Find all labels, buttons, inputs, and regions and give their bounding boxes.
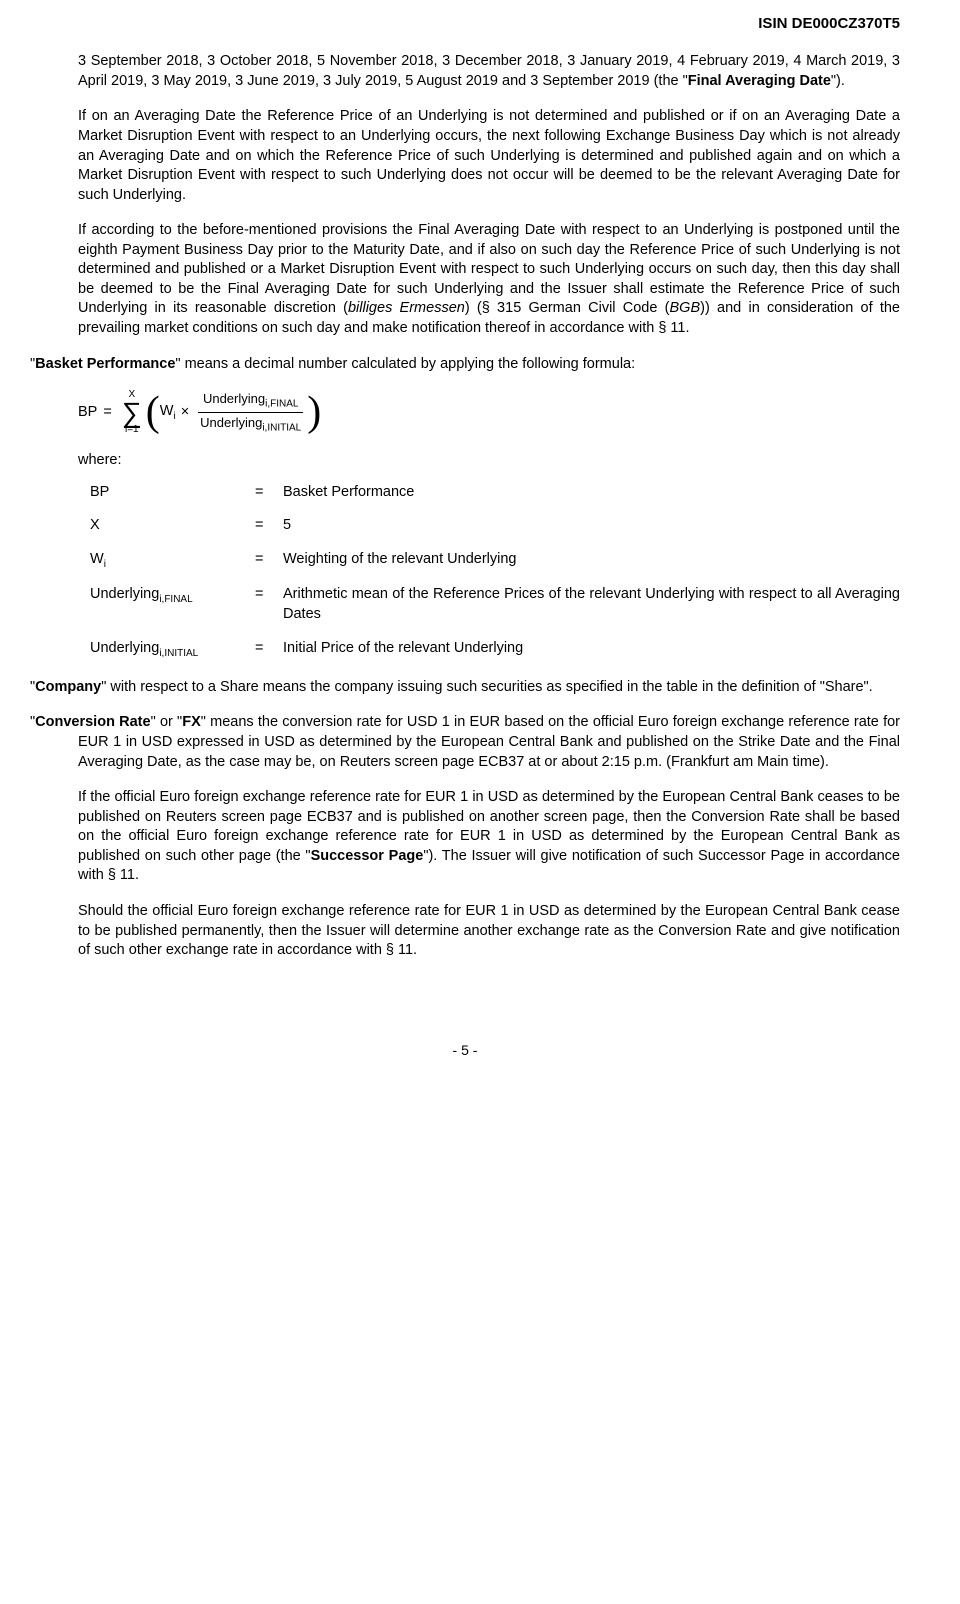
paragraph-basket-performance-intro: "Basket Performance" means a decimal num…	[30, 355, 900, 375]
definitions-table: BP=Basket PerformanceX=5Wi=Weighting of …	[90, 483, 900, 660]
definition-row: BP=Basket Performance	[90, 483, 900, 503]
paragraph-successor-page: If the official Euro foreign exchange re…	[78, 788, 900, 886]
definition-term: BP	[90, 483, 255, 503]
definition-description: Weighting of the relevant Underlying	[283, 550, 900, 571]
definition-description: 5	[283, 516, 900, 536]
definition-equals: =	[255, 585, 283, 624]
text: " means the conversion rate for USD 1 in…	[78, 714, 900, 769]
definition-equals: =	[255, 483, 283, 503]
sigma: X ∑ i=1	[122, 390, 142, 435]
definition-row: Wi=Weighting of the relevant Underlying	[90, 550, 900, 571]
sigma-lower: i=1	[125, 425, 139, 435]
formula-lhs: BP	[78, 403, 97, 423]
text: " with respect to a Share means the comp…	[101, 679, 872, 695]
paragraph-postponement: If according to the before-mentioned pro…	[78, 221, 900, 338]
definition-description: Initial Price of the relevant Underlying	[283, 639, 900, 660]
sigma-symbol: ∑	[122, 400, 142, 425]
definition-term: Wi	[90, 550, 255, 571]
fraction-denominator: Underlyingi,INITIAL	[198, 414, 303, 435]
paragraph-permanent-cease: Should the official Euro foreign exchang…	[78, 902, 900, 961]
paragraph-averaging-date-rule: If on an Averaging Date the Reference Pr…	[78, 107, 900, 205]
fraction: Underlyingi,FINAL Underlyingi,INITIAL	[198, 390, 303, 435]
italic-billiges: billiges Ermessen	[348, 300, 465, 316]
page-number: - 5 -	[30, 1041, 900, 1060]
term-conversion-rate: Conversion Rate	[35, 714, 150, 730]
weight-var: Wi	[160, 402, 176, 423]
definition-equals: =	[255, 550, 283, 571]
definition-term: Underlyingi,FINAL	[90, 585, 255, 624]
term-basket-performance: Basket Performance	[35, 356, 175, 372]
text: W	[160, 403, 174, 419]
paragraph-conversion-rate: "Conversion Rate" or "FX" means the conv…	[30, 713, 900, 772]
paragraph-final-averaging-date: 3 September 2018, 3 October 2018, 5 Nove…	[78, 52, 900, 91]
definition-description: Arithmetic mean of the Reference Prices …	[283, 585, 900, 624]
definition-term: Underlyingi,INITIAL	[90, 639, 255, 660]
text: " means a decimal number calculated by a…	[175, 356, 635, 372]
left-paren: (	[146, 395, 160, 431]
definition-equals: =	[255, 516, 283, 536]
text: ) (§ 315 German Civil Code (	[465, 300, 670, 316]
where-label: where:	[78, 451, 900, 471]
text: ").	[831, 73, 845, 89]
term-final-averaging-date: Final Averaging Date	[688, 73, 831, 89]
definition-description: Basket Performance	[283, 483, 900, 503]
definition-row: X=5	[90, 516, 900, 536]
times-sign: ×	[181, 403, 189, 423]
text: " or "	[151, 714, 183, 730]
weight-sub: i	[173, 411, 175, 422]
formula-basket-performance: BP = X ∑ i=1 ( Wi × Underlyingi,FINAL Un…	[78, 390, 900, 435]
right-paren: )	[307, 395, 321, 431]
term-successor-page: Successor Page	[311, 848, 424, 864]
fraction-numerator: Underlyingi,FINAL	[201, 390, 301, 411]
definition-equals: =	[255, 639, 283, 660]
paragraph-company: "Company" with respect to a Share means …	[30, 678, 900, 698]
definition-row: Underlyingi,INITIAL=Initial Price of the…	[90, 639, 900, 660]
term-company: Company	[35, 679, 101, 695]
den-sub: i,INITIAL	[262, 423, 301, 434]
text: Underlying	[203, 391, 265, 406]
italic-bgb: BGB	[670, 300, 701, 316]
definition-row: Underlyingi,FINAL=Arithmetic mean of the…	[90, 585, 900, 624]
definition-term: X	[90, 516, 255, 536]
term-fx: FX	[182, 714, 201, 730]
formula-eq: =	[103, 403, 111, 423]
num-sub: i,FINAL	[265, 399, 298, 410]
fraction-bar	[198, 412, 303, 413]
isin-header: ISIN DE000CZ370T5	[30, 0, 900, 52]
text: Underlying	[200, 415, 262, 430]
